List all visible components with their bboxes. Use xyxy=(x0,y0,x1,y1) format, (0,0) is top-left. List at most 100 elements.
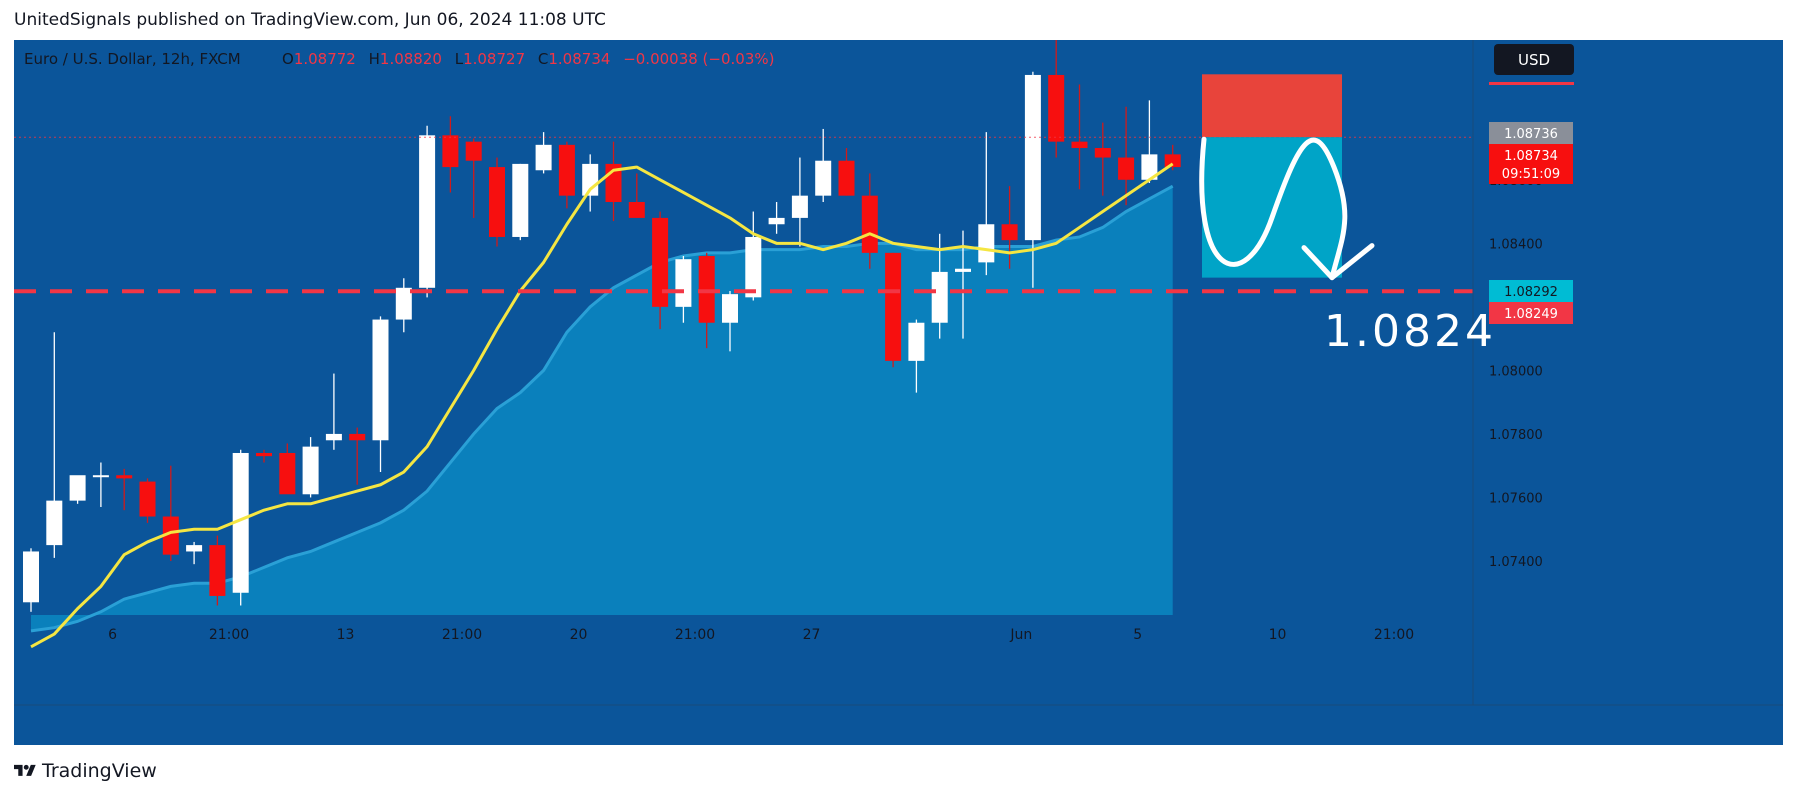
currency-button[interactable]: USD xyxy=(1494,44,1574,75)
x-tick-label: 21:00 xyxy=(442,627,482,643)
price-tag-level: 1.08249 xyxy=(1489,302,1573,324)
legend-ohlc: O1.08772 H1.08820 L1.08727 C1.08734 −0.0… xyxy=(282,50,774,68)
candle-bull xyxy=(232,452,249,593)
candle-bull xyxy=(955,268,971,272)
candle-bear xyxy=(162,516,179,555)
candle-bear xyxy=(209,545,226,596)
candle-bear xyxy=(256,452,272,457)
candle-bear xyxy=(116,475,133,479)
legend-c-value: 1.08734 xyxy=(548,50,610,68)
candle-bull xyxy=(931,271,948,323)
candle-bull xyxy=(395,287,412,320)
candle-bear xyxy=(1118,157,1135,180)
candle-bear xyxy=(861,195,878,253)
footer-brand[interactable]: TradingView xyxy=(14,760,157,782)
candle-bull xyxy=(92,475,109,478)
candle-bull xyxy=(302,446,319,495)
candle-bear xyxy=(442,135,459,168)
candle-bull xyxy=(325,433,342,441)
candle-bear xyxy=(1094,148,1111,158)
publisher-header: UnitedSignals published on TradingView.c… xyxy=(14,10,606,30)
projection-arrow xyxy=(1199,136,1348,281)
candle-bear xyxy=(465,141,482,161)
candle-bull xyxy=(675,259,692,307)
price-tag-last-text: 1.08734 xyxy=(1504,149,1558,164)
candle-bear xyxy=(652,217,669,307)
take-profit-zone xyxy=(1202,137,1342,278)
candle-bear xyxy=(489,167,505,237)
candle-bull xyxy=(1141,154,1158,180)
legend-h-label: H xyxy=(369,50,380,68)
legend-o-value: 1.08772 xyxy=(294,50,356,68)
x-tick-label: 5 xyxy=(1133,627,1142,643)
tradingview-logo-icon xyxy=(14,764,36,776)
legend-o-label: O xyxy=(282,50,294,68)
candle-bear xyxy=(139,481,156,517)
price-tag-level-text: 1.08249 xyxy=(1504,307,1558,322)
candle-bear xyxy=(885,252,902,361)
price-tag-target-text: 1.08292 xyxy=(1504,285,1558,300)
candlestick-chart[interactable]: 1.074001.076001.078001.080001.084001.086… xyxy=(14,40,1783,745)
candle-bear xyxy=(1048,74,1065,142)
x-tick-label: Jun xyxy=(1009,627,1032,643)
candle-bear xyxy=(349,433,366,441)
currency-underline xyxy=(1489,82,1574,85)
chart-container[interactable]: 1.074001.076001.078001.080001.084001.086… xyxy=(14,40,1783,745)
x-tick-label: 6 xyxy=(108,627,117,643)
candle-bull xyxy=(512,163,529,237)
legend-l-value: 1.08727 xyxy=(463,50,525,68)
y-tick-label: 1.07800 xyxy=(1489,428,1543,443)
candle-bear xyxy=(1071,141,1088,149)
price-tag-gray: 1.08736 xyxy=(1489,122,1573,144)
price-tag-countdown: 09:51:09 xyxy=(1502,167,1560,182)
legend-change: −0.00038 (−0.03%) xyxy=(623,50,774,68)
candle-bear xyxy=(558,144,575,196)
price-tag-last: 1.08734 09:51:09 xyxy=(1489,144,1573,184)
candle-bull xyxy=(186,545,203,552)
x-tick-label: 21:00 xyxy=(675,627,715,643)
candle-bull xyxy=(722,294,738,323)
candle-bear xyxy=(838,160,855,196)
x-tick-label: 13 xyxy=(337,627,355,643)
legend-l-label: L xyxy=(455,50,464,68)
x-tick-label: 10 xyxy=(1269,627,1287,643)
candle-bull xyxy=(372,319,389,441)
fast-ma-line xyxy=(30,162,1174,649)
candle-bear xyxy=(628,202,645,218)
candle-bear xyxy=(1164,154,1181,168)
level-annotation: 1.0824 xyxy=(1324,306,1496,357)
candle-bull xyxy=(69,475,86,501)
candle-bear xyxy=(1001,224,1018,241)
y-tick-label: 1.08000 xyxy=(1489,364,1543,379)
y-tick-label: 1.08400 xyxy=(1489,237,1543,252)
x-tick-label: 20 xyxy=(570,627,588,643)
stop-loss-zone xyxy=(1202,74,1342,138)
currency-button-label: USD xyxy=(1518,51,1550,69)
candle-bull xyxy=(815,160,832,196)
x-tick-label: 21:00 xyxy=(209,627,249,643)
x-tick-label: 21:00 xyxy=(1374,627,1414,643)
arrow-head-icon xyxy=(1301,243,1375,281)
legend-c-label: C xyxy=(538,50,548,68)
overlay-layer xyxy=(14,74,1473,294)
candle-bull xyxy=(419,135,436,288)
candle-bull xyxy=(978,224,995,263)
candle-bull xyxy=(23,551,39,603)
candle-bear xyxy=(279,452,296,495)
legend-h-value: 1.08820 xyxy=(380,50,442,68)
legend-symbol: Euro / U.S. Dollar, 12h, FXCM xyxy=(24,50,241,68)
price-tag-gray-text: 1.08736 xyxy=(1504,127,1558,142)
ema-layer xyxy=(30,162,1174,649)
candle-bull xyxy=(908,322,925,361)
price-tag-target: 1.08292 xyxy=(1489,280,1573,302)
candle-bull xyxy=(791,195,808,218)
x-tick-label: 27 xyxy=(803,627,821,643)
y-tick-label: 1.07400 xyxy=(1489,555,1543,570)
candle-bull xyxy=(745,236,762,298)
candle-bull xyxy=(1024,74,1041,241)
candle-bull xyxy=(46,500,63,546)
footer-brand-text: TradingView xyxy=(42,760,157,782)
candle-layer xyxy=(23,40,1181,612)
y-tick-label: 1.07600 xyxy=(1489,491,1543,506)
candle-bull xyxy=(535,144,552,171)
